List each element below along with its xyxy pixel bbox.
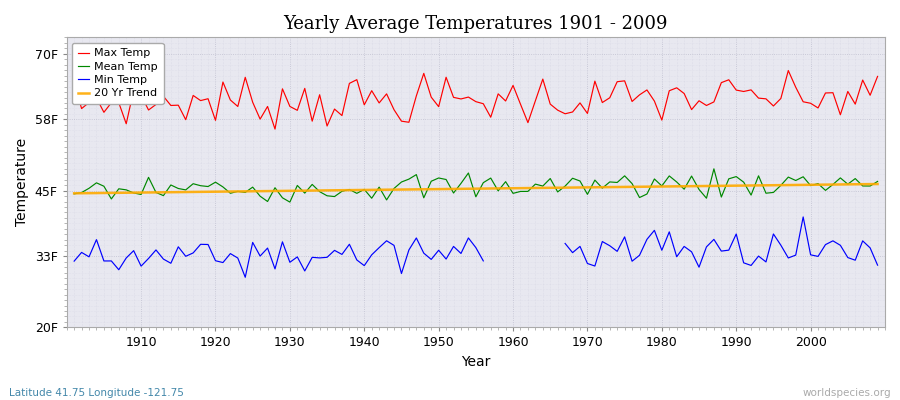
Max Temp — [783, 68, 794, 73]
Max Temp — [872, 74, 883, 79]
Line: Max Temp: Max Temp — [74, 70, 878, 129]
Max Temp — [515, 102, 526, 106]
Mean Temp — [508, 191, 518, 196]
Max Temp — [129, 88, 140, 93]
Mean Temp — [68, 192, 79, 196]
Mean Temp — [300, 191, 310, 196]
Max Temp — [605, 95, 616, 100]
20 Yr Trend — [68, 191, 79, 196]
20 Yr Trend — [337, 188, 347, 193]
Text: Latitude 41.75 Longitude -121.75: Latitude 41.75 Longitude -121.75 — [9, 388, 184, 398]
20 Yr Trend — [508, 186, 518, 191]
Max Temp — [300, 86, 310, 91]
Min Temp — [872, 263, 883, 268]
Mean Temp — [708, 166, 719, 171]
Text: worldspecies.org: worldspecies.org — [803, 388, 891, 398]
Mean Temp — [515, 189, 526, 194]
Mean Temp — [605, 180, 616, 184]
Min Temp — [292, 254, 302, 259]
Max Temp — [68, 80, 79, 85]
Min Temp — [605, 243, 616, 248]
20 Yr Trend — [597, 185, 608, 190]
Y-axis label: Temperature: Temperature — [15, 138, 29, 226]
Mean Temp — [129, 190, 140, 195]
Line: Min Temp: Min Temp — [74, 217, 878, 277]
Line: 20 Yr Trend: 20 Yr Trend — [74, 184, 878, 193]
20 Yr Trend — [872, 182, 883, 186]
Mean Temp — [344, 187, 355, 192]
Title: Yearly Average Temperatures 1901 - 2009: Yearly Average Temperatures 1901 - 2009 — [284, 15, 668, 33]
Max Temp — [508, 83, 518, 88]
20 Yr Trend — [500, 186, 511, 191]
Line: Mean Temp: Mean Temp — [74, 169, 878, 202]
Legend: Max Temp, Mean Temp, Min Temp, 20 Yr Trend: Max Temp, Mean Temp, Min Temp, 20 Yr Tre… — [72, 43, 164, 104]
Min Temp — [129, 248, 140, 253]
Max Temp — [270, 127, 281, 132]
Min Temp — [68, 259, 79, 264]
Max Temp — [344, 81, 355, 86]
20 Yr Trend — [129, 190, 140, 195]
20 Yr Trend — [292, 188, 302, 193]
X-axis label: Year: Year — [461, 355, 491, 369]
Mean Temp — [284, 200, 295, 204]
Min Temp — [337, 252, 347, 257]
Mean Temp — [872, 179, 883, 184]
